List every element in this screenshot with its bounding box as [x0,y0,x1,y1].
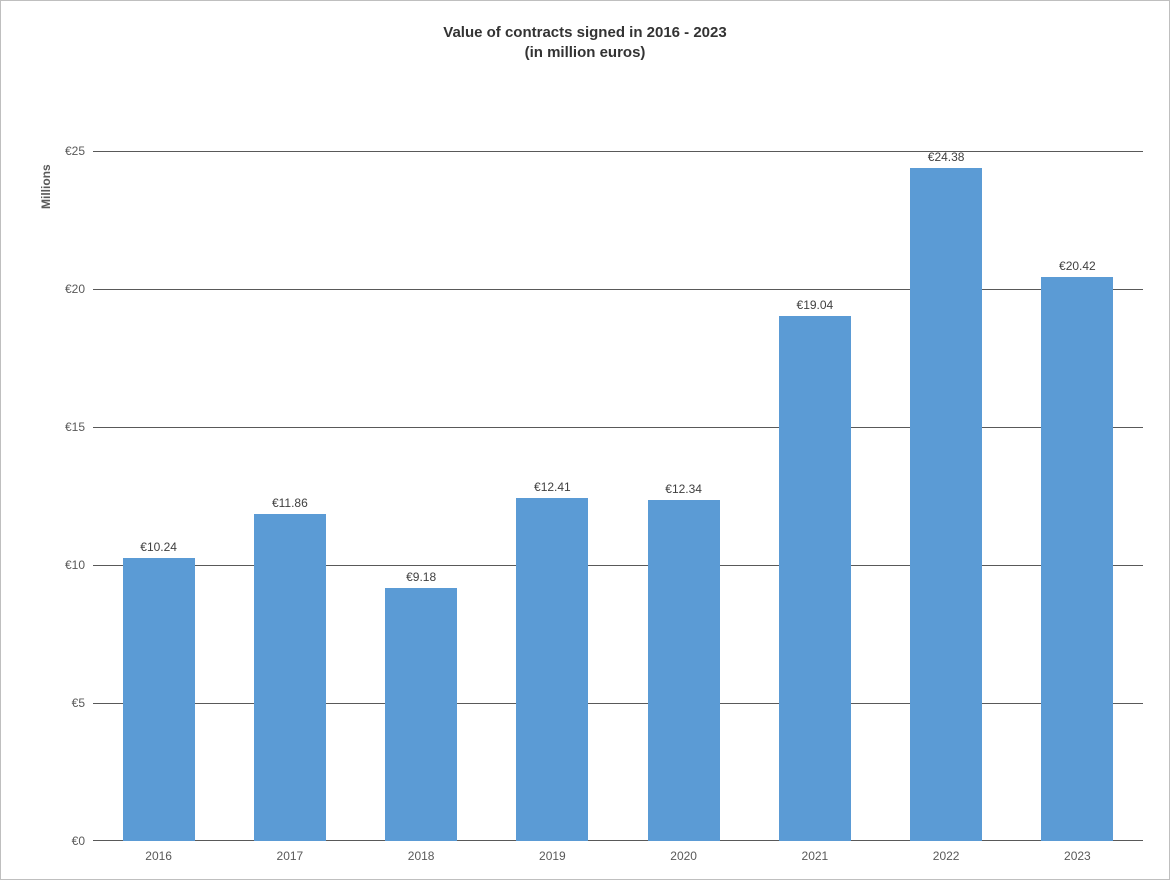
bar: €9.18 [385,588,457,841]
chart-frame: Value of contracts signed in 2016 - 2023… [0,0,1170,880]
bar-value-label: €11.86 [272,496,308,514]
y-tick-label: €25 [65,144,93,158]
chart-title-line2: (in million euros) [1,43,1169,63]
gridline [93,289,1143,290]
gridline [93,427,1143,428]
chart-title: Value of contracts signed in 2016 - 2023… [1,23,1169,62]
x-tick-label: 2020 [670,841,697,863]
bar-value-label: €9.18 [406,570,436,588]
chart-title-line1: Value of contracts signed in 2016 - 2023 [1,23,1169,43]
y-axis-unit-label: Millions [39,164,53,209]
plot-area: €0€5€10€15€20€25€10.242016€11.862017€9.1… [93,151,1143,841]
y-tick-label: €20 [65,282,93,296]
bar-value-label: €19.04 [797,298,834,316]
x-axis-baseline [93,840,1143,841]
bar: €20.42 [1041,277,1113,841]
x-tick-label: 2023 [1064,841,1091,863]
bar-value-label: €24.38 [928,150,965,168]
x-tick-label: 2019 [539,841,566,863]
bar-value-label: €12.34 [665,482,702,500]
x-tick-label: 2017 [277,841,304,863]
y-tick-label: €5 [72,696,93,710]
x-tick-label: 2021 [802,841,829,863]
y-tick-label: €0 [72,834,93,848]
x-tick-label: 2022 [933,841,960,863]
gridline [93,703,1143,704]
x-tick-label: 2018 [408,841,435,863]
bar: €11.86 [254,514,326,841]
gridline [93,565,1143,566]
bar: €19.04 [779,316,851,842]
x-tick-label: 2016 [145,841,172,863]
bar: €24.38 [910,168,982,841]
gridline [93,151,1143,152]
bar: €12.41 [516,498,588,841]
y-tick-label: €15 [65,420,93,434]
bar-value-label: €10.24 [140,540,177,558]
y-tick-label: €10 [65,558,93,572]
bar-value-label: €12.41 [534,480,571,498]
bar: €10.24 [123,558,195,841]
bar-value-label: €20.42 [1059,259,1096,277]
bar: €12.34 [648,500,720,841]
